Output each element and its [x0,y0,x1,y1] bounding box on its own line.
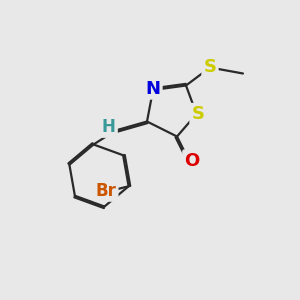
Text: O: O [184,152,200,169]
Text: S: S [191,105,205,123]
Text: N: N [146,80,160,98]
Text: S: S [203,58,217,76]
Text: H: H [102,118,116,136]
Text: Br: Br [96,182,116,200]
